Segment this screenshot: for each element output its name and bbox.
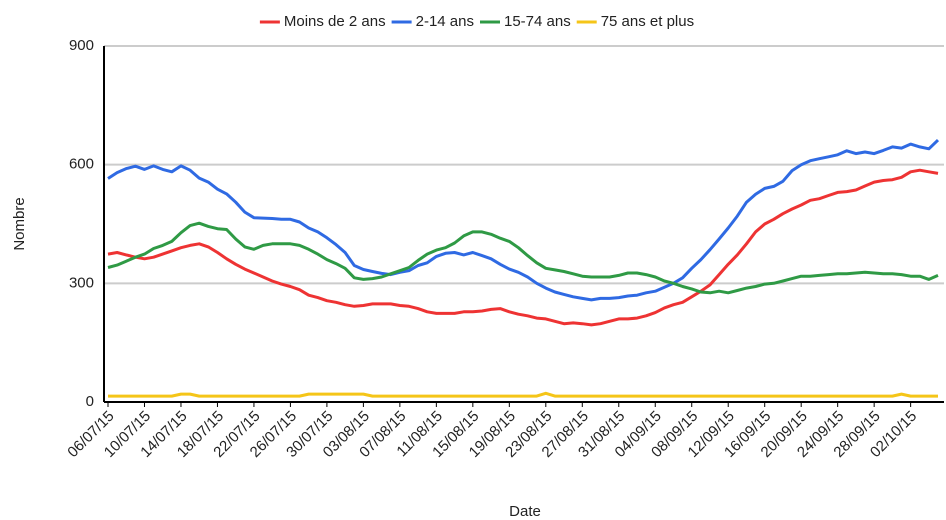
series-line: [108, 391, 938, 398]
legend-label: 2-14 ans: [416, 13, 474, 30]
series-line: [107, 168, 939, 327]
legend-label: 15-74 ans: [504, 13, 571, 30]
y-tick-label: 900: [69, 37, 94, 54]
y-tick-label: 300: [69, 274, 94, 291]
x-axis-title: Date: [509, 503, 541, 520]
y-tick-label: 0: [86, 393, 94, 410]
y-axis-title: Nombre: [11, 197, 28, 250]
series-line: [107, 139, 940, 302]
legend-label: 75 ans et plus: [601, 13, 694, 30]
y-tick-label: 600: [69, 156, 94, 173]
series-line: [107, 221, 939, 295]
legend-label: Moins de 2 ans: [284, 13, 386, 30]
